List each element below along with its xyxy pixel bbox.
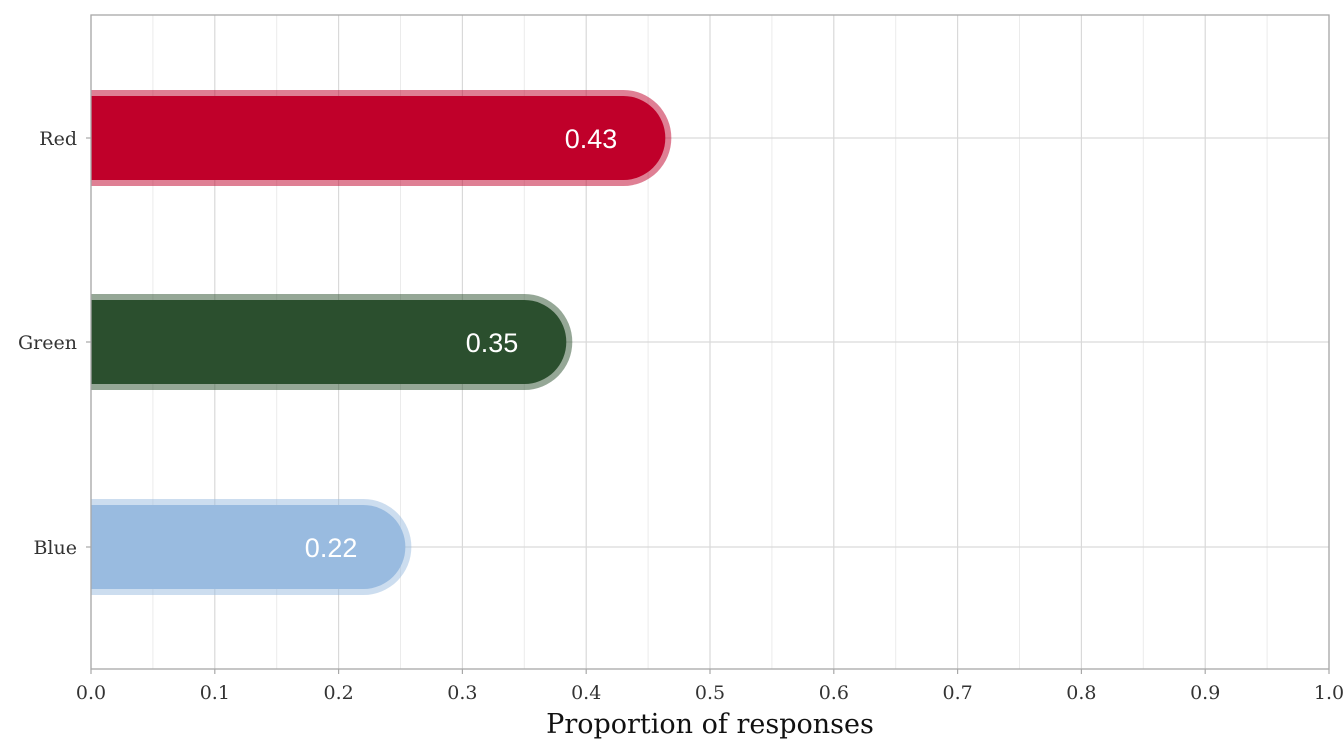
bar-blue xyxy=(91,505,406,589)
x-tick-label: 0.8 xyxy=(1066,682,1096,704)
x-axis-title: Proportion of responses xyxy=(546,709,874,740)
y-tick-label: Green xyxy=(18,332,77,354)
axis-layer: Red Green Blue 0.0 0.1 0.2 0.3 0.4 0.5 0.6 0.7 0.8 0… xyxy=(18,128,1344,704)
y-tick-label: Blue xyxy=(33,537,77,559)
bar-layer: 0.43 0.35 0.22 xyxy=(91,90,672,595)
x-tick-label: 0.5 xyxy=(695,682,725,704)
y-tick-label: Red xyxy=(39,128,77,150)
bar-value-label: 0.22 xyxy=(305,533,358,563)
x-tick-label: 1.0 xyxy=(1314,682,1344,704)
bar-value-label: 0.35 xyxy=(466,328,519,358)
bar-green xyxy=(91,300,567,384)
x-tick-label: 0.9 xyxy=(1190,682,1220,704)
x-tick-label: 0.7 xyxy=(942,682,972,704)
x-tick-label: 0.2 xyxy=(323,682,353,704)
bar-value-label: 0.43 xyxy=(565,124,618,154)
x-tick-label: 0.0 xyxy=(76,682,106,704)
x-tick-label: 0.6 xyxy=(819,682,849,704)
x-tick-label: 0.1 xyxy=(200,682,230,704)
x-tick-label: 0.4 xyxy=(571,682,601,704)
x-tick-label: 0.3 xyxy=(447,682,477,704)
bar-red xyxy=(91,96,666,180)
